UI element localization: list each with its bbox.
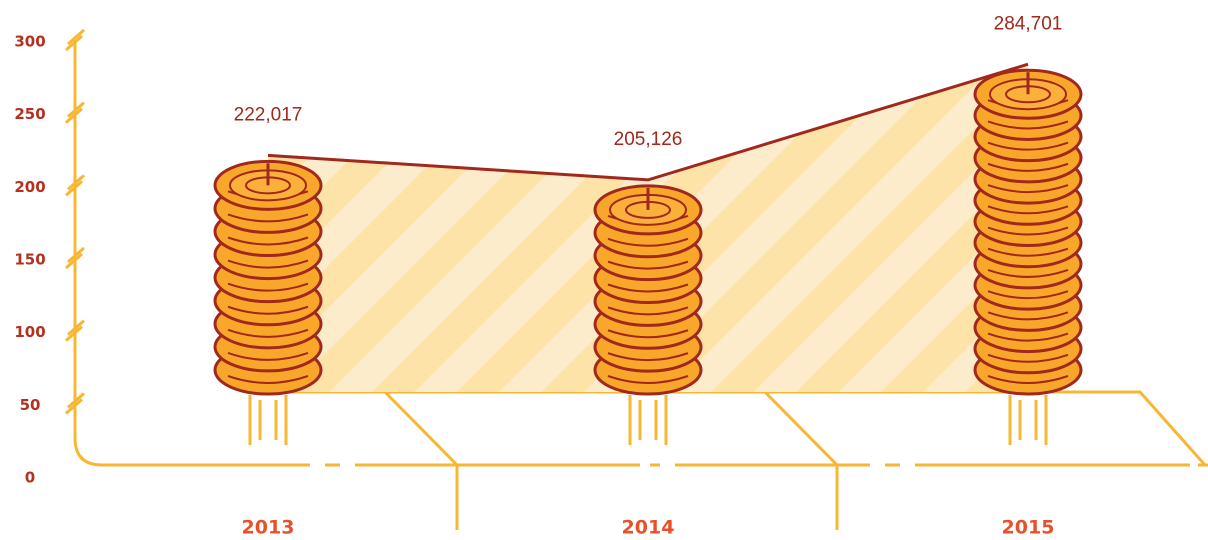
coin-groove <box>607 283 689 293</box>
coin-groove <box>227 259 309 269</box>
coin-groove <box>987 162 1069 172</box>
coin-stack <box>973 68 1083 396</box>
coin-groove <box>987 184 1069 194</box>
coin-groove <box>607 237 689 247</box>
x-tick-label: 2014 <box>622 517 675 539</box>
y-tick-label: 150 <box>14 251 45 269</box>
coin-groove <box>227 282 309 292</box>
coin-groove <box>987 141 1069 151</box>
coin-stack <box>593 184 703 396</box>
coin-groove <box>987 311 1069 321</box>
value-label: 284,701 <box>994 13 1063 34</box>
value-label: 222,017 <box>234 104 303 125</box>
tick-mark <box>65 319 85 342</box>
coin-groove <box>987 247 1069 257</box>
coin-stack <box>213 159 323 396</box>
coin-groove <box>227 351 309 361</box>
coin-groove <box>987 120 1069 130</box>
coin-groove <box>987 375 1069 384</box>
ground <box>270 390 1207 530</box>
y-tick-label: 0 <box>25 469 35 487</box>
coin-groove <box>227 305 309 315</box>
value-label: 205,126 <box>614 129 683 150</box>
tick-mark <box>65 392 85 415</box>
coin-groove <box>987 332 1069 342</box>
value-line <box>267 62 1029 182</box>
x-tick-label: 2015 <box>1002 517 1055 539</box>
y-tick-label: 50 <box>20 396 41 414</box>
coin-groove <box>987 205 1069 215</box>
stem <box>1008 395 1048 445</box>
coin-groove <box>607 260 689 270</box>
y-tick-label: 100 <box>14 323 45 341</box>
tick-mark <box>65 101 85 124</box>
y-tick-label: 300 <box>14 33 45 51</box>
tick-mark <box>65 246 85 270</box>
coin-groove <box>607 329 689 339</box>
coin-groove <box>987 290 1069 300</box>
coin-groove <box>607 306 689 316</box>
coin-groove <box>987 353 1069 363</box>
coin-groove <box>607 352 689 362</box>
coin-groove <box>987 226 1069 236</box>
tick-mark <box>65 174 85 197</box>
coin-groove <box>227 328 309 338</box>
coin-groove <box>607 375 689 384</box>
y-tick-label: 250 <box>14 105 45 123</box>
coin-groove <box>227 236 309 246</box>
x-tick-label: 2013 <box>242 517 295 539</box>
stem <box>248 395 288 445</box>
y-tick-label: 200 <box>14 178 45 196</box>
tick-mark <box>65 28 85 52</box>
stem <box>628 395 668 445</box>
coin-groove <box>227 375 309 384</box>
axis <box>73 40 1208 467</box>
coin-groove <box>227 213 309 223</box>
coin-groove <box>987 268 1069 278</box>
